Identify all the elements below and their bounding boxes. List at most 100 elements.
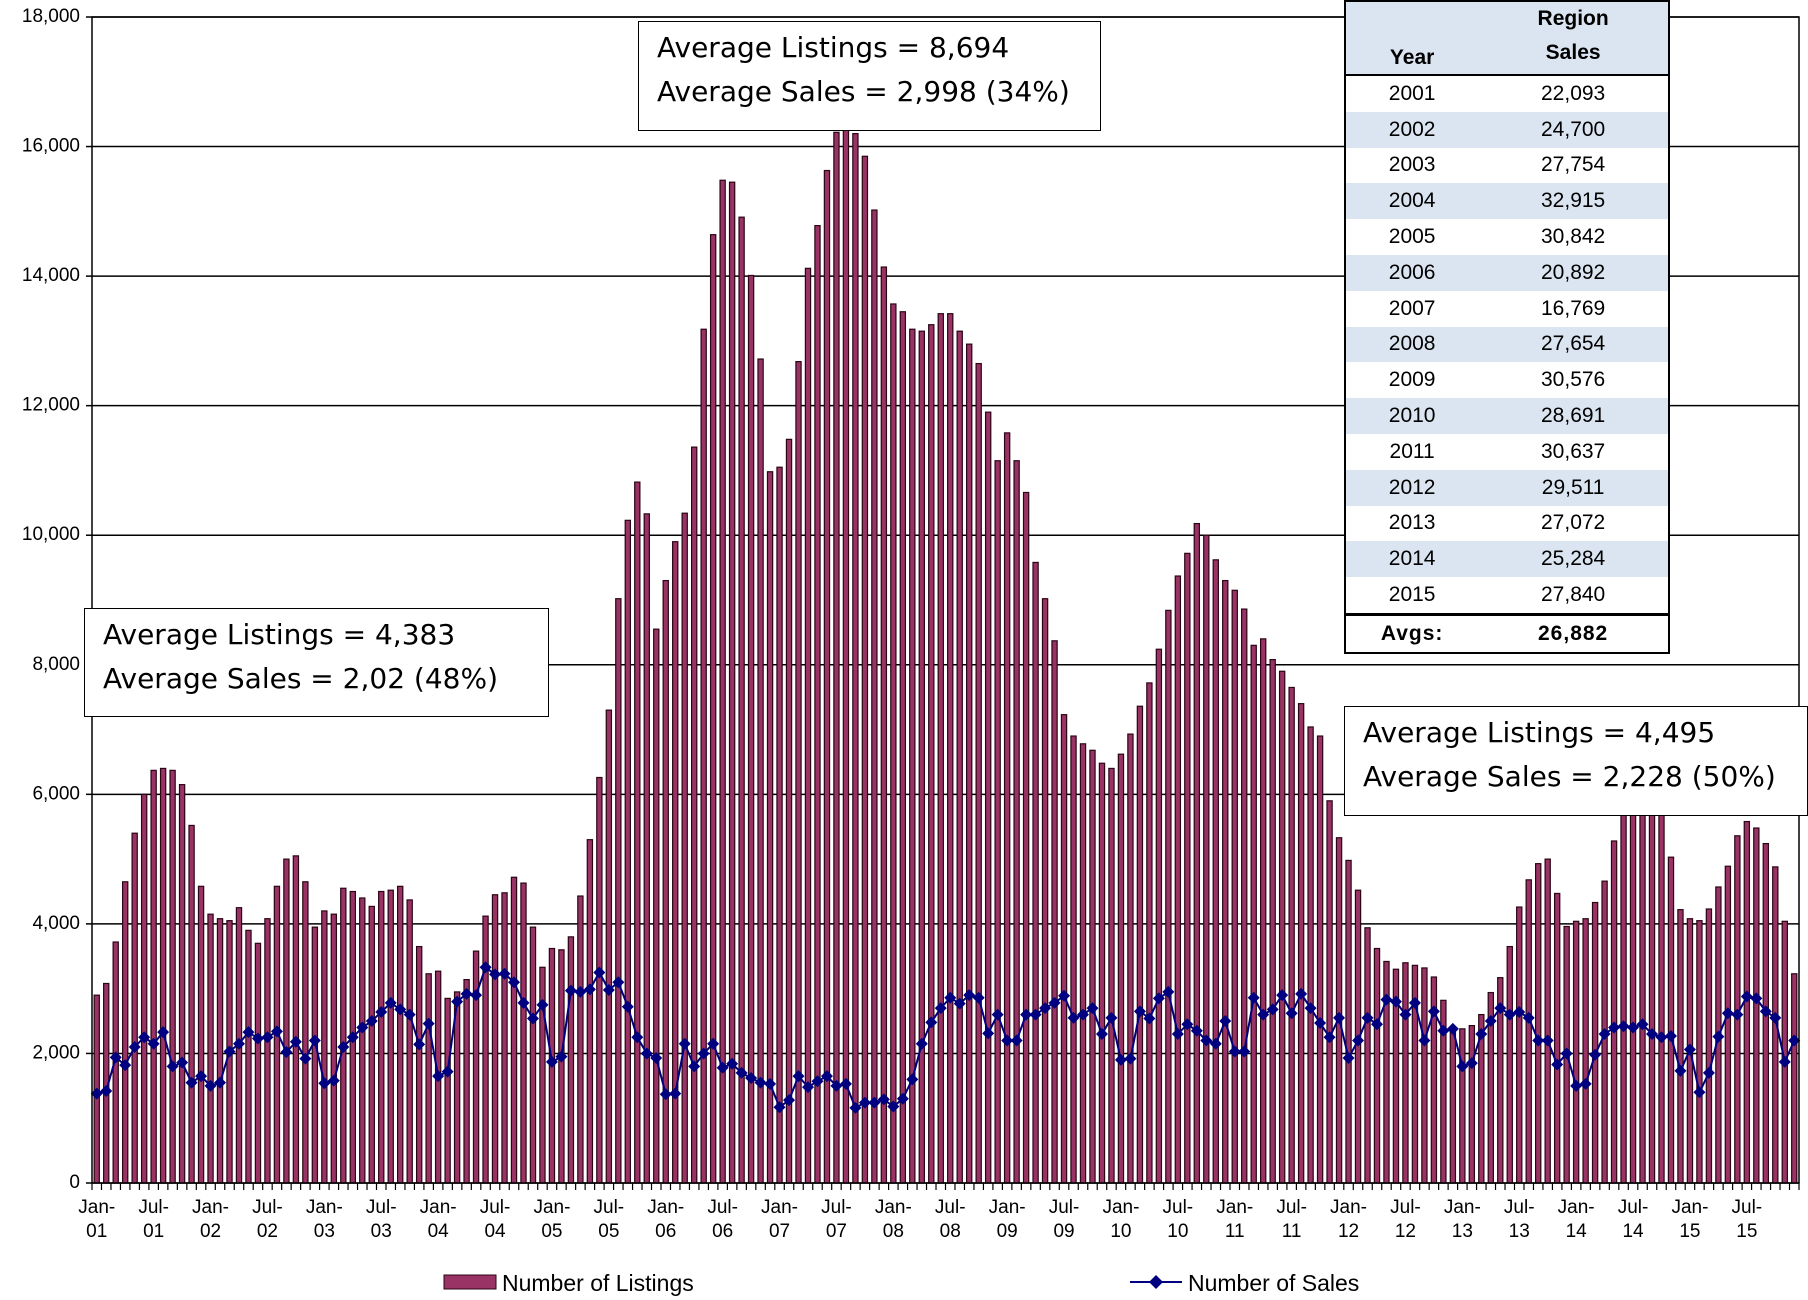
bar [1364,927,1371,1184]
sales-marker [1731,1008,1744,1021]
sales-marker [1788,1034,1801,1047]
sales-marker [868,1096,881,1109]
bar [397,885,404,1184]
table-cell: 2004 [1345,183,1479,220]
bar [131,832,138,1184]
annotation-text: Average Listings = 8,694 [657,31,1010,64]
sales-marker [1095,1028,1108,1041]
table-row: 2008 27,654 [1345,326,1669,363]
sales-marker [1133,1005,1146,1018]
bar [890,303,897,1184]
table-cell: 2006 [1345,254,1479,291]
sales-marker [801,1081,814,1094]
bar [994,460,1001,1184]
sales-marker [1152,992,1165,1005]
sales-marker [508,976,521,989]
sales-marker [1171,1028,1184,1041]
sales-marker [1570,1079,1583,1092]
sales-marker [906,1073,919,1086]
sales-marker [195,1070,208,1083]
sales-marker [375,1005,388,1018]
sales-marker [1598,1028,1611,1041]
table-cell: 2014 [1345,541,1479,578]
sales-marker [953,997,966,1010]
bar [520,882,527,1184]
table-cell: 20,892 [1478,254,1669,291]
sales-marker [1370,1018,1383,1031]
bar [956,330,963,1184]
bar [1269,658,1276,1184]
table-cell: 2013 [1388,511,1436,535]
annotation-text: Average Sales = 2,228 (50%) [1363,760,1776,793]
sales-marker [1124,1052,1137,1065]
x-tick-label: Jul-08 [934,1197,966,1242]
table-row: 2012 29,511 [1345,469,1669,506]
x-tick-label: Jul-13 [1503,1197,1535,1242]
bar [681,512,688,1184]
table-row: 2007 16,769 [1345,291,1669,327]
bar [1610,840,1618,1184]
bar [264,918,271,1184]
sales-marker [157,1026,170,1039]
table-cell: 27,072 [1541,511,1606,535]
sales-marker [1674,1064,1687,1077]
y-tick-label: 2,000 [32,1042,80,1063]
bar [1591,901,1599,1184]
sales-marker [1200,1034,1213,1047]
sales-marker [934,1002,947,1015]
sales-marker [783,1094,796,1107]
x-tick-label: Jan-15 [1671,1197,1709,1242]
sales-marker [251,1032,264,1045]
sales-marker [1380,993,1393,1006]
bar [918,330,925,1184]
sales-marker [1304,1002,1317,1015]
sales-marker [1181,1018,1194,1031]
legend-label: Number of Sales [1188,1270,1360,1296]
bar [1117,753,1125,1184]
table-cell: 28,691 [1478,398,1669,434]
sales-marker [877,1093,890,1106]
sales-marker [441,1065,454,1078]
sales-marker [545,1055,558,1068]
table-header: Region Sales [1537,7,1609,64]
sales-marker [1655,1031,1668,1044]
sales-marker [1702,1066,1715,1079]
sales-marker [138,1031,151,1044]
bar [1658,813,1665,1184]
bar [1060,714,1068,1184]
x-tick-label: Jul-11 [1276,1197,1307,1242]
sales-marker [1683,1043,1696,1056]
bar [1535,863,1542,1184]
sales-marker [982,1027,995,1040]
bar [615,598,622,1184]
table-footer: 26,882 [1478,612,1669,653]
sales-marker [1693,1086,1706,1099]
sales-marker [1238,1045,1251,1058]
sales-marker [1276,989,1289,1002]
x-tick-label: Jan-01 [78,1197,116,1242]
sales-marker [1608,1021,1621,1034]
sales-marker [659,1088,672,1101]
bar [1667,856,1675,1184]
table-cell: 30,637 [1541,439,1606,463]
sales-marker [745,1072,758,1085]
table-row: 2001 22,093 [1345,75,1669,112]
annotation-box: Average Listings = 4,383 Average Sales =… [84,608,549,717]
sales-marker [678,1037,691,1050]
sales-marker [422,1017,435,1030]
sales-marker [1399,1008,1412,1021]
bar [966,343,973,1184]
sales-marker [479,961,492,974]
sales-marker [669,1087,682,1100]
y-tick-label: 16,000 [22,136,80,157]
sales-marker [1484,1015,1497,1028]
bar [472,950,480,1184]
bar [197,885,205,1184]
bar [653,628,660,1184]
x-tick-label: Jan-12 [1330,1197,1368,1242]
sales-marker [242,1026,255,1039]
sales-marker [1721,1007,1734,1020]
sales-marker [707,1037,720,1050]
bar [1307,726,1314,1184]
